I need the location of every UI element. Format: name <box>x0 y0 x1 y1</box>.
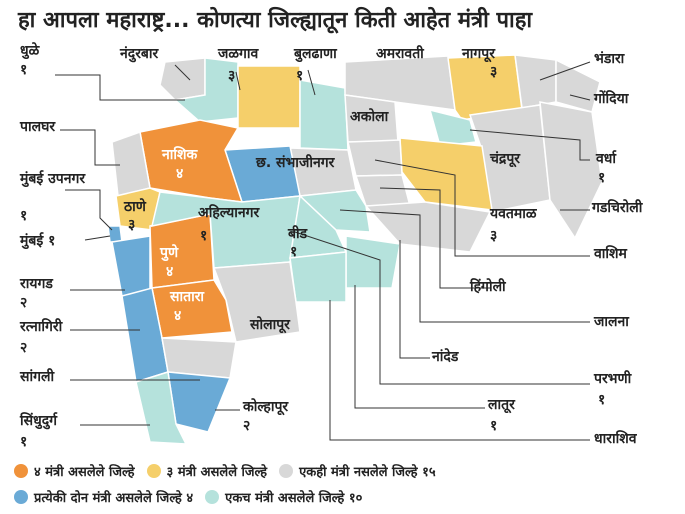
count-dhule: १ <box>20 62 28 78</box>
label-washim: वाशिम <box>594 246 627 262</box>
region-buldhana <box>299 79 349 151</box>
count-yavatmal: ३ <box>490 228 498 244</box>
region-kolhapur <box>167 371 232 433</box>
label-kolhapur: कोल्हापूर <box>243 399 289 415</box>
region-nashik <box>139 119 244 203</box>
region-latur <box>345 235 401 289</box>
legend-four: ४ मंत्री असलेले जिल्हे <box>34 465 135 480</box>
label-gondia: गोंदिया <box>594 91 629 107</box>
region-nandurbar <box>159 57 206 101</box>
count-kolhapur: २ <box>243 418 251 434</box>
legend-row-1: ४ मंत्री असलेले जिल्हे ३ मंत्री असलेले ज… <box>14 462 436 480</box>
legend-swatch-three <box>146 464 161 478</box>
label-jalgaon: जळगाव <box>218 46 259 62</box>
label-akola: अकोला <box>350 109 389 125</box>
region-bhandara <box>514 54 557 109</box>
label-hingoli: हिंगोली <box>470 279 506 295</box>
label-nandurbar: नंदुरबार <box>120 46 159 62</box>
region-gadchiroli <box>539 101 603 240</box>
label-mumbai-suburban: मुंबई उपनगर <box>20 171 86 187</box>
region-nanded <box>364 201 492 253</box>
count-latur: १ <box>490 418 498 434</box>
label-wardha: वर्धा <box>596 151 617 167</box>
label-nagpur: नागपूर <box>462 46 495 62</box>
region-jalgaon <box>237 65 301 129</box>
label-solapur: सोलापूर <box>250 317 290 333</box>
legend-swatch-two <box>14 490 28 504</box>
label-ratnagiri: रत्नागिरी <box>20 319 63 335</box>
label-thane: ठाणे <box>124 199 146 215</box>
region-washim <box>347 139 403 177</box>
label-nashik: नाशिक <box>162 147 198 163</box>
label-gadchiroli: गडचिरोली <box>592 200 643 216</box>
legend-three: ३ मंत्री असलेले जिल्हे <box>166 465 268 480</box>
label-mumbai: मुंबई १ <box>20 233 56 249</box>
region-amravati <box>344 55 456 111</box>
label-dharashiv: धाराशिव <box>594 431 637 447</box>
label-satara: सातारा <box>170 289 205 305</box>
count-mumbai-suburban: १ <box>20 208 28 224</box>
region-yavatmal <box>399 137 493 211</box>
legend-swatch-one <box>205 490 220 504</box>
count-ratnagiri: २ <box>20 340 28 356</box>
legend-swatch-four <box>14 464 28 478</box>
label-buldhana: बुलढाणा <box>294 46 337 62</box>
count-pune: ४ <box>166 264 174 280</box>
page-title: हा आपला महाराष्ट्र... कोणत्या जिल्ह्यातू… <box>18 8 533 33</box>
label-amravati: अमरावती <box>376 46 424 62</box>
label-latur: लातूर <box>488 397 515 413</box>
label-ahilyanagar: अहिल्यानगर <box>198 205 260 221</box>
label-parbhani: परभणी <box>594 371 632 387</box>
region-raigad <box>111 235 151 297</box>
label-nanded: नांदेड <box>432 349 459 365</box>
count-beed: १ <box>290 244 298 260</box>
label-jalna: जालना <box>594 314 629 330</box>
label-sindhudurg: सिंधुदुर्ग <box>20 413 58 429</box>
region-dharashiv <box>289 251 347 303</box>
count-nagpur: ३ <box>490 64 498 80</box>
region-hingoli <box>354 174 411 207</box>
region-wardha <box>428 108 477 147</box>
count-wardha: १ <box>598 170 606 186</box>
label-bhandara: भंडारा <box>594 51 625 67</box>
region-sindhudurg <box>135 371 188 445</box>
legend-one: एकच मंत्री असलेले जिल्हे १० <box>225 491 363 506</box>
count-sindhudurg: १ <box>20 434 28 450</box>
label-sambhajinagar: छ. संभाजीनगर <box>256 155 335 171</box>
count-nashik: ४ <box>176 166 184 182</box>
label-raigad: रायगड <box>20 276 53 292</box>
leader-lines <box>55 61 591 441</box>
count-parbhani: १ <box>598 392 606 408</box>
legend-two: प्रत्येकी दोन मंत्री असलेले जिल्हे ४ <box>34 491 194 506</box>
label-yavatmal: यवतमाळ <box>490 206 537 222</box>
count-thane: ३ <box>128 217 136 233</box>
label-sangli: सांगली <box>20 369 55 385</box>
legend-none: एकही मंत्री नसलेले जिल्हे १५ <box>299 465 436 480</box>
count-buldhana: १ <box>296 68 304 84</box>
count-jalgaon: ३ <box>228 68 236 84</box>
count-satara: ४ <box>174 308 182 324</box>
label-dhule: धुळे <box>20 43 40 59</box>
count-raigad: २ <box>20 295 28 311</box>
label-chandrapur: चंद्रपूर <box>490 151 521 167</box>
label-beed: बीड <box>288 226 308 242</box>
count-ahilyanagar: १ <box>200 228 208 244</box>
label-pune: पुणे <box>160 245 179 261</box>
label-palghar: पालघर <box>20 119 56 135</box>
legend-swatch-none <box>279 464 294 478</box>
legend-row-2: प्रत्येकी दोन मंत्री असलेले जिल्हे ४ एकच… <box>14 488 362 506</box>
